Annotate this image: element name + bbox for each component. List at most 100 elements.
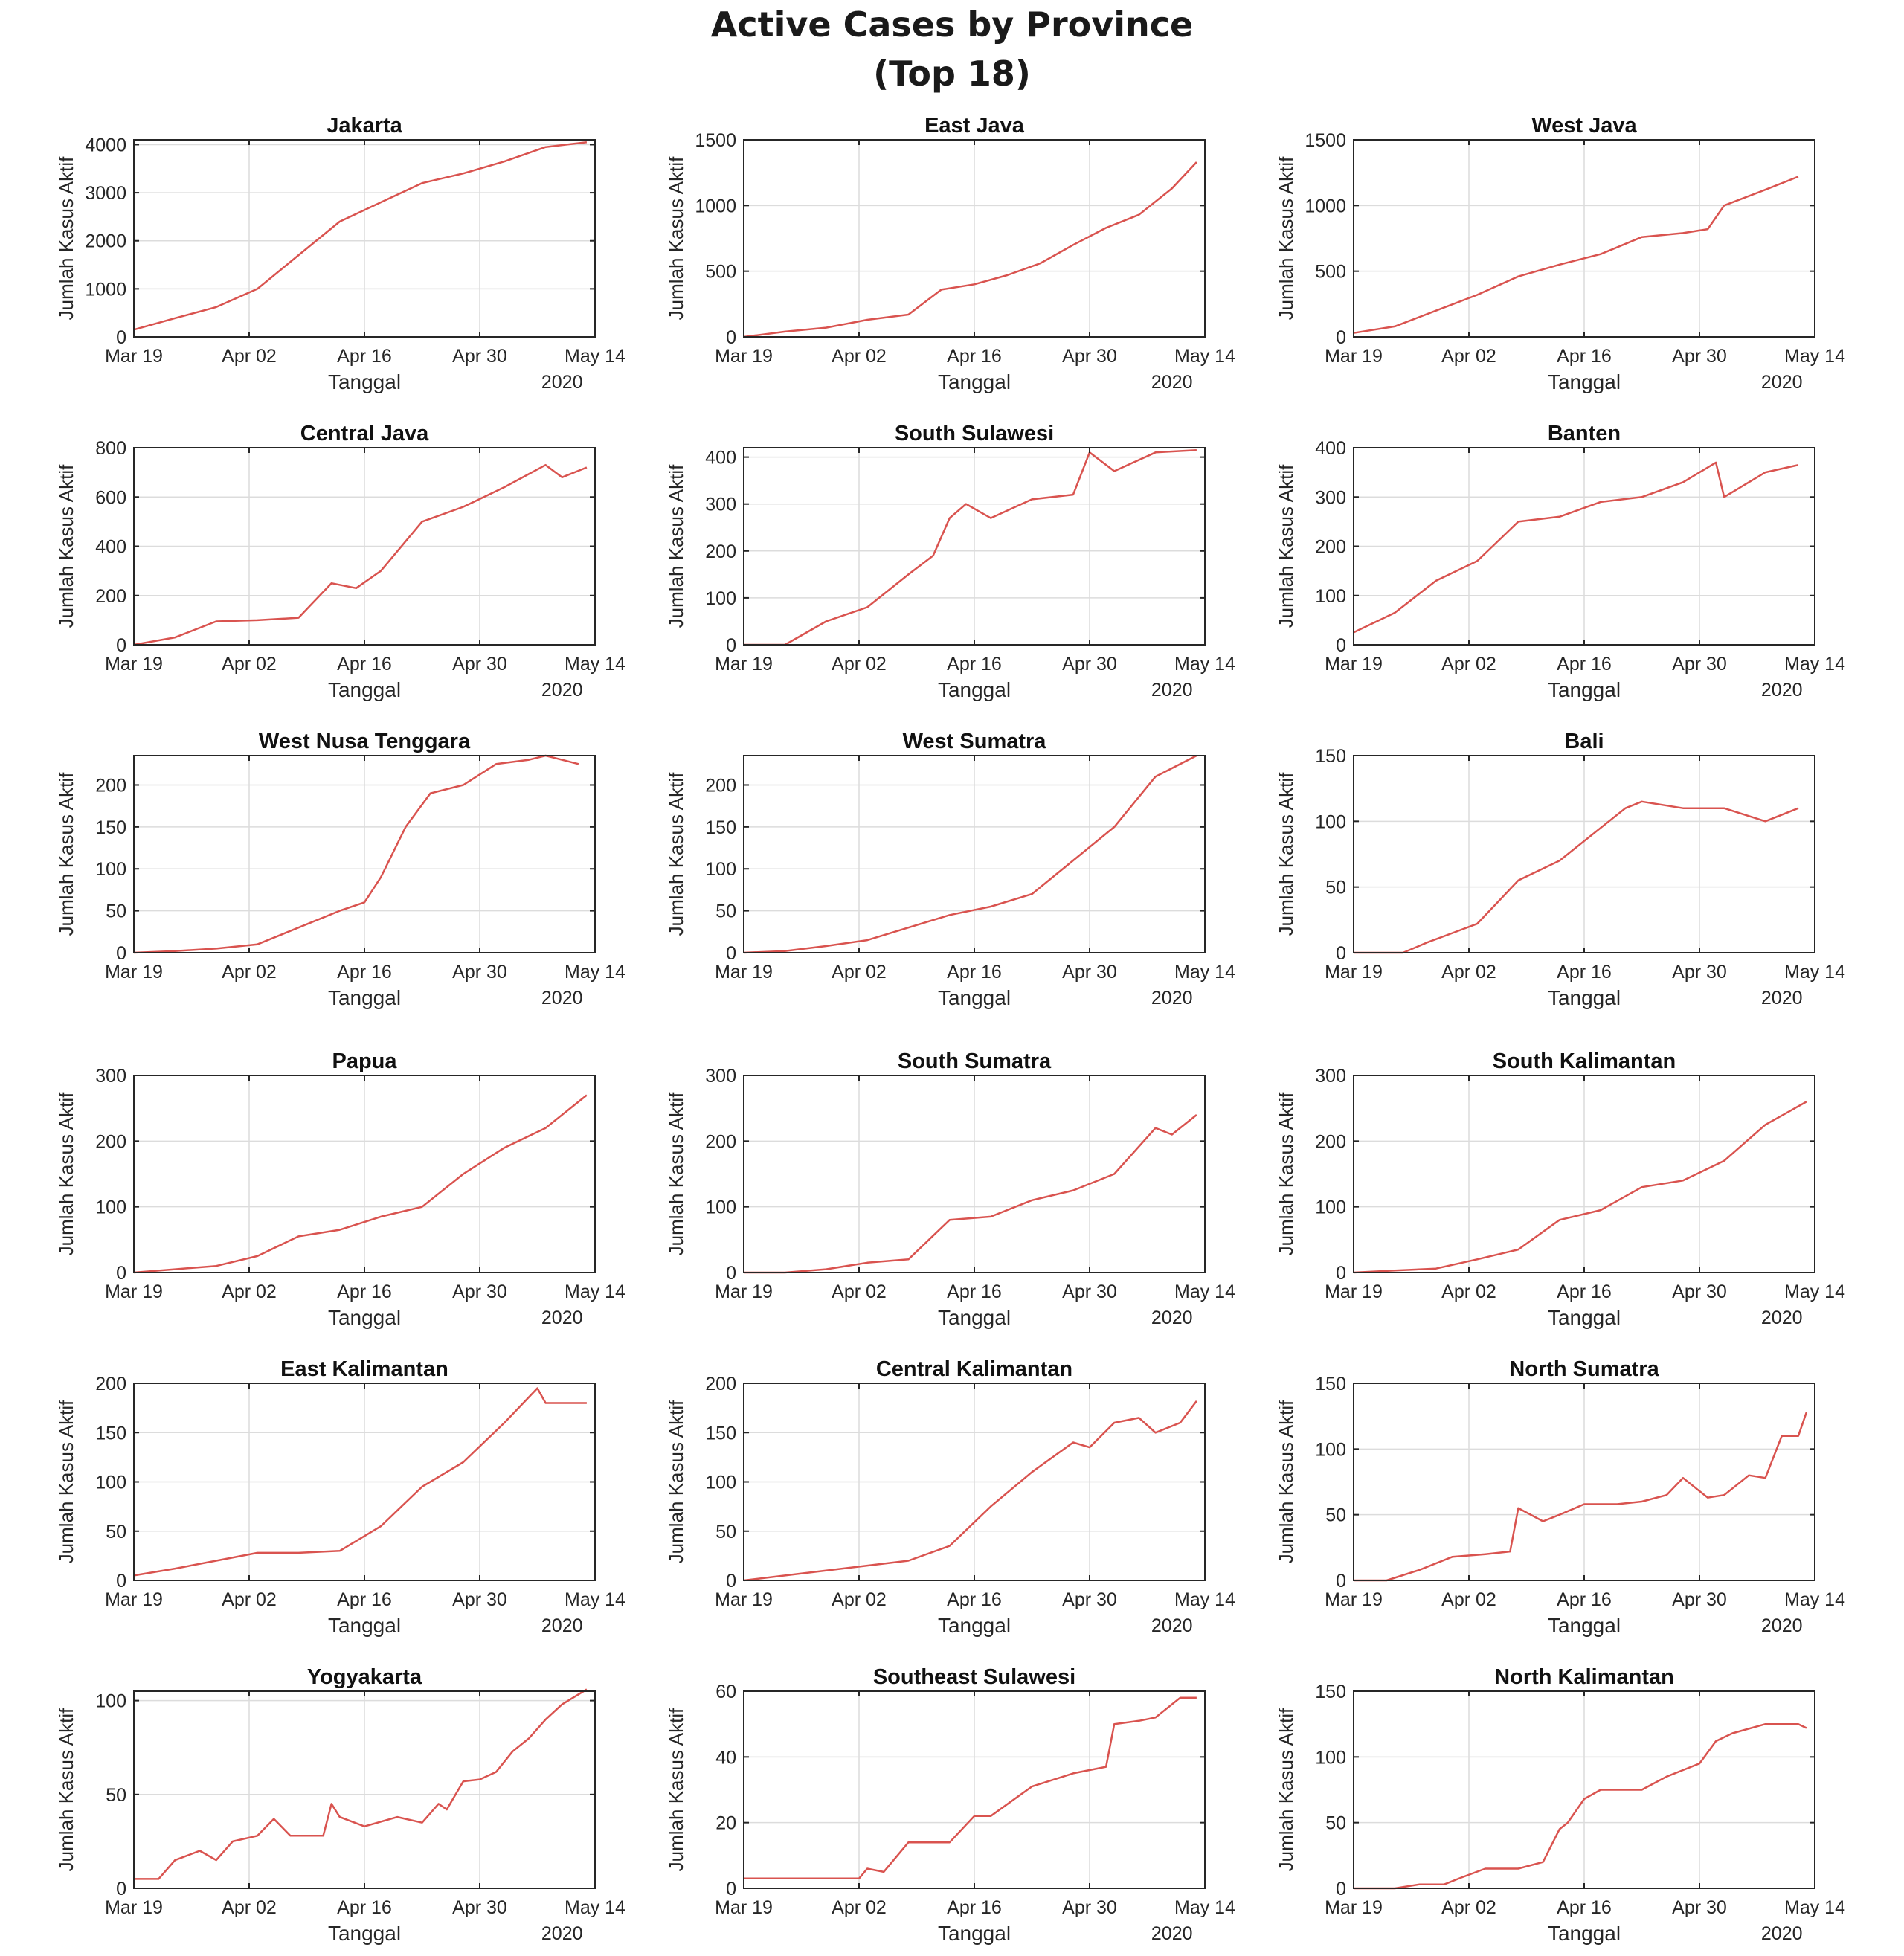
y-tick-label: 500 [705,262,736,283]
x-tick-label: Apr 16 [947,654,1002,675]
y-tick-label: 50 [715,1522,736,1542]
y-tick-label: 150 [705,1423,736,1444]
y-tick-label: 1000 [85,279,126,300]
y-tick-label: 100 [705,1197,736,1218]
chart-west-nusa-tenggara: Mar 19 Apr 02 Apr 16 Apr 30 May 14 0 50 100 150 2… [55,730,625,1009]
y-tick-label: 50 [1325,1505,1346,1526]
x-axis-label: Tanggal [1548,986,1621,1009]
chart-title: Papua [332,1049,397,1073]
x-tick-label: Apr 30 [452,654,507,675]
x-year-label: 2020 [541,1923,583,1944]
y-tick-label: 0 [116,1263,126,1284]
chart-title: East Java [924,114,1025,138]
x-tick-label: Apr 02 [832,346,887,367]
x-axis-label: Tanggal [328,1614,401,1637]
y-axis-label: Jumlah Kasus Aktif [665,464,687,628]
series-line-north-kalimantan [1354,1722,1807,1890]
x-tick-label: Apr 16 [1557,1281,1612,1302]
y-tick-label: 200 [705,1131,736,1152]
x-tick-label: Apr 30 [452,1897,507,1918]
x-tick-label: Apr 16 [337,1281,392,1302]
series-line-banten [1353,461,1799,634]
y-axis-label: Jumlah Kasus Aktif [665,1708,687,1871]
y-tick-label: 200 [705,775,736,796]
y-tick-label: 200 [95,586,126,607]
x-tick-label: Apr 02 [832,962,887,982]
y-tick-label: 300 [705,1066,736,1087]
x-tick-label: Apr 16 [947,1589,1002,1610]
x-tick-label: Mar 19 [1325,346,1383,367]
chart-title: West Java [1531,114,1637,138]
x-tick-label: Apr 16 [1557,346,1612,367]
series-line-east-kalimantan [133,1387,587,1577]
series-line-west-java [1353,176,1799,334]
x-tick-label: May 14 [565,1897,625,1918]
x-tick-label: Apr 16 [947,962,1002,982]
y-tick-label: 100 [95,859,126,880]
y-tick-label: 200 [705,541,736,562]
x-tick-label: Apr 16 [337,1897,392,1918]
y-tick-label: 200 [95,1131,126,1152]
x-tick-label: Mar 19 [1325,1589,1383,1610]
y-tick-label: 20 [715,1813,736,1834]
chart-title: West Sumatra [903,730,1047,753]
x-tick-label: Apr 30 [1062,654,1117,675]
x-tick-label: May 14 [565,654,625,675]
x-axis-label: Tanggal [938,678,1011,701]
chart-title: Banten [1548,422,1621,445]
chart-south-kalimantan: Mar 19 Apr 02 Apr 16 Apr 30 May 14 0 100 200 300… [1275,1049,1845,1329]
x-tick-label: May 14 [565,1589,625,1610]
y-tick-label: 3000 [85,183,126,204]
x-tick-label: Apr 02 [222,962,277,982]
x-tick-label: Apr 30 [452,1589,507,1610]
x-tick-label: Mar 19 [715,1589,773,1610]
y-tick-label: 0 [1336,1263,1346,1284]
x-year-label: 2020 [541,372,583,393]
x-tick-label: Mar 19 [715,962,773,982]
y-tick-label: 100 [1315,586,1346,607]
series-line-bali [1354,800,1799,954]
y-tick-label: 50 [106,1785,126,1806]
x-tick-label: Apr 02 [1441,1281,1496,1302]
x-tick-label: Mar 19 [715,1281,773,1302]
x-tick-label: Apr 02 [1441,962,1496,982]
figure-title-line-1: Active Cases by Province [710,4,1194,45]
y-tick-label: 50 [106,901,126,922]
y-axis-label: Jumlah Kasus Aktif [55,156,77,320]
x-year-label: 2020 [541,1307,583,1328]
y-tick-label: 0 [726,635,736,656]
x-tick-label: May 14 [1784,1589,1845,1610]
y-axis-label: Jumlah Kasus Aktif [1275,1092,1297,1255]
x-axis-label: Tanggal [938,1306,1011,1329]
y-tick-label: 0 [726,1263,736,1284]
chart-bali: Mar 19 Apr 02 Apr 16 Apr 30 May 14 0 50 100 150 2… [1275,730,1845,1009]
y-tick-label: 50 [106,1522,126,1542]
y-axis-label: Jumlah Kasus Aktif [665,772,687,936]
y-axis-label: Jumlah Kasus Aktif [55,1400,77,1563]
chart-south-sumatra: Mar 19 Apr 02 Apr 16 Apr 30 May 14 0 100 200 300… [665,1049,1235,1329]
x-axis-label: Tanggal [328,370,401,393]
y-axis-label: Jumlah Kasus Aktif [665,156,687,320]
y-tick-label: 0 [726,1571,736,1592]
chart-papua: Mar 19 Apr 02 Apr 16 Apr 30 May 14 0 100 200 300… [55,1049,625,1329]
x-tick-label: May 14 [565,346,625,367]
chart-title: Jakarta [327,114,402,138]
series-line-papua [133,1094,588,1274]
y-tick-label: 50 [1325,878,1346,898]
x-tick-label: Apr 30 [1062,1589,1117,1610]
x-axis-label: Tanggal [328,986,401,1009]
y-tick-label: 300 [95,1066,126,1087]
y-tick-label: 0 [116,1571,126,1592]
chart-central-java: Mar 19 Apr 02 Apr 16 Apr 30 May 14 0 200 400 600… [55,422,625,701]
chart-west-java: Mar 19 Apr 02 Apr 16 Apr 30 May 14 0 500 1000 15… [1275,114,1845,393]
y-tick-label: 100 [705,859,736,880]
y-tick-label: 400 [705,448,736,469]
y-axis-label: Jumlah Kasus Aktif [1275,1708,1297,1871]
x-tick-label: May 14 [1784,654,1845,675]
chart-title: Central Java [300,422,429,445]
x-tick-label: Mar 19 [105,1897,163,1918]
x-tick-label: Apr 02 [222,346,277,367]
chart-title: Southeast Sulawesi [873,1665,1075,1689]
x-tick-label: Apr 30 [1672,1281,1727,1302]
